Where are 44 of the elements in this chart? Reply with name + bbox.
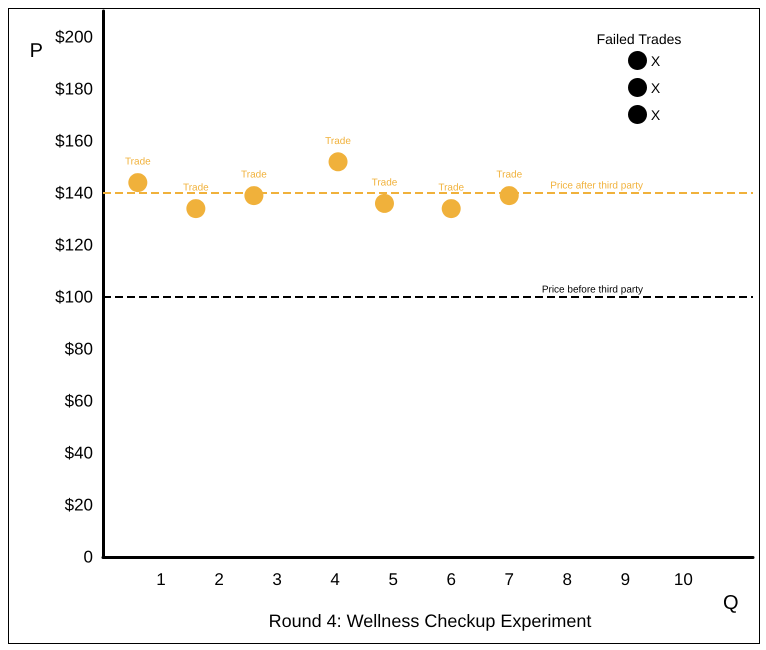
point <box>244 186 264 206</box>
data-label: Trade <box>325 136 352 147</box>
data-label: Trade <box>124 156 152 168</box>
ref-line-label: Price after third party <box>550 180 643 192</box>
y-tick-label: $160 <box>55 132 93 150</box>
point <box>186 199 206 218</box>
y-tick-label: $60 <box>64 392 93 410</box>
data-label: Trade <box>372 177 398 188</box>
y-tick-label: 0 <box>84 548 93 566</box>
x-tick-label: 1 <box>156 570 166 589</box>
annotation: Failed Trades <box>596 31 682 47</box>
annotation: X <box>650 52 660 68</box>
annotation: X <box>650 106 660 122</box>
annotation: X <box>650 80 660 96</box>
point <box>374 194 394 213</box>
y-tick-label: $40 <box>64 444 93 462</box>
data-label: Trade <box>496 170 523 181</box>
x-tick-label: 8 <box>562 570 572 589</box>
x-axis-title: Q <box>723 592 739 614</box>
y-tick-label: $120 <box>55 236 93 254</box>
x-tick-label: 5 <box>388 570 398 589</box>
point <box>328 152 348 172</box>
point <box>500 186 519 206</box>
x-tick-label: 4 <box>330 570 340 589</box>
data-label: Trade <box>182 182 210 194</box>
y-tick-label: $200 <box>55 28 93 46</box>
text: Round 4: Wellness Checkup Experiment <box>268 611 592 631</box>
ref-line-label: Price before third party <box>542 284 643 296</box>
x-tick-label: 2 <box>214 570 224 589</box>
y-tick-label: $100 <box>55 288 93 306</box>
point <box>128 173 148 192</box>
y-tick-label: $80 <box>64 340 93 358</box>
data-label: Trade <box>241 170 268 181</box>
y-tick-label: $140 <box>55 184 93 202</box>
y-tick-label: $20 <box>64 496 93 514</box>
x-tick-label: 6 <box>446 570 456 589</box>
point <box>442 199 461 218</box>
x-tick-label: 3 <box>272 570 282 589</box>
x-tick-label: 10 <box>674 570 693 589</box>
data-label: Trade <box>438 182 465 194</box>
x-tick-label: 9 <box>620 570 630 589</box>
y-tick-label: $180 <box>55 80 93 98</box>
x-tick-label: 7 <box>504 570 514 589</box>
y-axis-title: P <box>30 40 43 62</box>
